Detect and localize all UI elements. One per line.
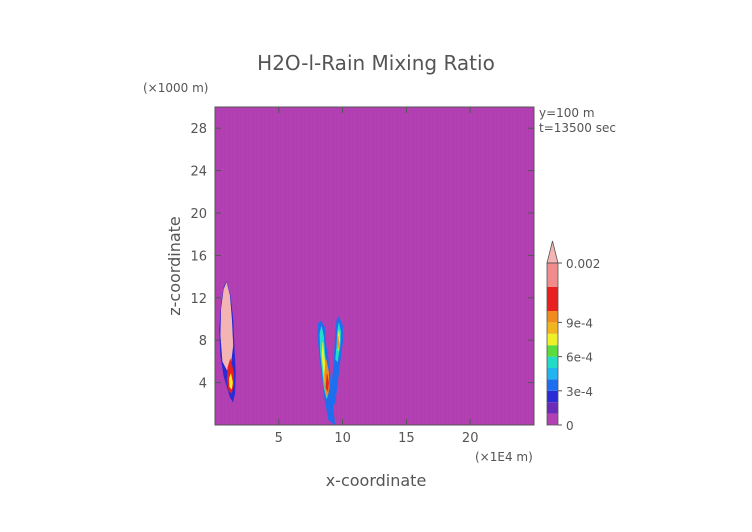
colorbar-tick-label: 6e-4 bbox=[566, 351, 593, 365]
colorbar-band bbox=[547, 333, 558, 346]
y-unit-label: (×1000 m) bbox=[143, 81, 208, 95]
colorbar-band bbox=[547, 413, 558, 425]
y-tick-label: 16 bbox=[190, 249, 207, 264]
y-axis-ticks: 4 8 12 16 20 24 28 bbox=[190, 122, 534, 392]
x-axis-ticks: 5 10 15 20 bbox=[275, 107, 479, 446]
colorbar-band bbox=[547, 345, 558, 357]
colorbar-band bbox=[547, 263, 558, 287]
colorbar-extend-triangle bbox=[546, 240, 559, 264]
y-tick-label: 8 bbox=[199, 334, 207, 349]
y-tick-label: 12 bbox=[190, 292, 207, 307]
x-tick-label: 10 bbox=[334, 431, 351, 446]
annotation-time: t=13500 sec bbox=[539, 121, 616, 135]
colorbar-tick-label: 0.002 bbox=[566, 257, 600, 271]
y-axis-label: z-coordinate bbox=[165, 216, 184, 316]
x-tick-label: 15 bbox=[398, 431, 415, 446]
colorbar-band bbox=[547, 356, 558, 368]
colorbar-band bbox=[547, 287, 558, 311]
y-tick-label: 4 bbox=[199, 377, 207, 392]
region-mid-red bbox=[325, 374, 329, 393]
data-regions bbox=[219, 281, 343, 426]
colorbar-band bbox=[547, 322, 558, 334]
y-tick-label: 24 bbox=[190, 165, 207, 180]
x-unit-label: (×1E4 m) bbox=[475, 450, 533, 464]
region-mid-orange-2 bbox=[336, 335, 340, 349]
colorbar-tick-label: 9e-4 bbox=[566, 316, 593, 330]
x-tick-label: 20 bbox=[462, 431, 479, 446]
plot-frame bbox=[214, 106, 535, 426]
colorbar-frame bbox=[546, 262, 559, 426]
x-tick-label: 5 bbox=[275, 431, 283, 446]
chart-title: H2O-l-Rain Mixing Ratio bbox=[257, 51, 495, 75]
colorbar-tick-label: 3e-4 bbox=[566, 385, 593, 399]
region-left-cell-pink bbox=[220, 282, 234, 371]
colorbar-tick-label: 0 bbox=[566, 419, 574, 433]
region-left-cell-yellow bbox=[228, 373, 233, 390]
colorbar-band bbox=[547, 390, 558, 403]
colorbar-band bbox=[547, 379, 558, 391]
annotation-y-location: y=100 m bbox=[539, 106, 595, 120]
plot-hatch-overlay bbox=[215, 107, 534, 425]
y-tick-label: 28 bbox=[190, 122, 207, 137]
y-tick-label: 20 bbox=[190, 207, 207, 222]
x-axis-label: x-coordinate bbox=[326, 471, 427, 490]
colorbar-band bbox=[547, 368, 558, 380]
colorbar-band bbox=[547, 311, 558, 323]
colorbar: 0 3e-4 6e-4 9e-4 0.002 bbox=[546, 240, 600, 433]
colorbar-band bbox=[547, 402, 558, 414]
